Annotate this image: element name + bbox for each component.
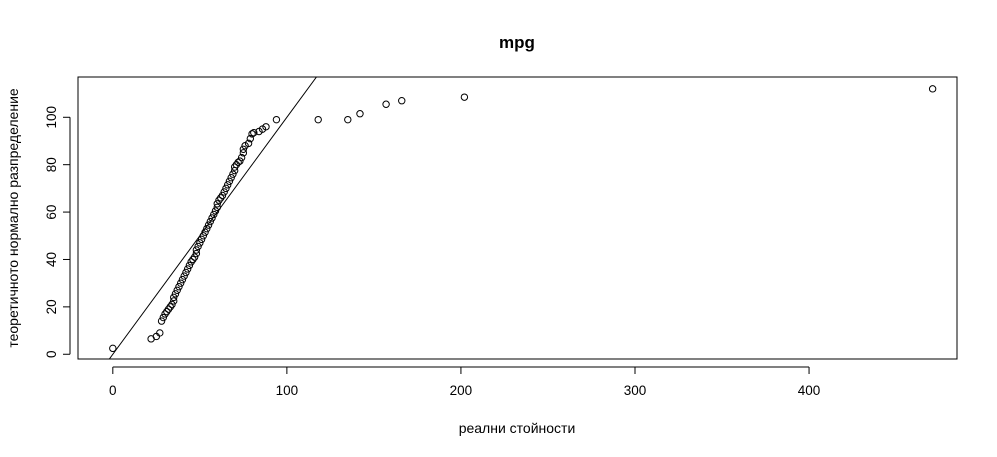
data-point xyxy=(109,344,117,353)
data-point xyxy=(314,115,322,124)
data-point xyxy=(344,115,352,124)
data-point xyxy=(194,242,202,251)
data-point xyxy=(168,300,176,309)
x-tick-label: 100 xyxy=(276,383,299,398)
data-point xyxy=(272,115,281,124)
data-point xyxy=(192,249,201,258)
x-axis-label: реални стойности xyxy=(459,420,576,436)
data-point xyxy=(199,232,208,240)
data-point xyxy=(222,184,230,193)
data-point xyxy=(164,305,173,313)
data-point xyxy=(171,290,180,298)
data-point xyxy=(246,134,255,143)
data-point xyxy=(220,188,228,196)
data-point xyxy=(227,174,235,182)
data-point xyxy=(213,203,221,212)
data-point xyxy=(170,297,178,305)
plot-frame xyxy=(77,76,958,360)
data-point xyxy=(189,255,197,264)
data-point xyxy=(230,163,239,171)
data-point xyxy=(180,272,188,280)
data-point xyxy=(187,258,195,266)
data-point xyxy=(234,158,242,167)
data-point xyxy=(166,303,174,311)
data-point xyxy=(178,275,187,284)
x-axis: 0 100 200 300 400 xyxy=(109,366,821,398)
data-point xyxy=(159,313,167,322)
data-point xyxy=(183,265,192,273)
data-point xyxy=(237,153,246,162)
data-point xyxy=(460,93,469,101)
data-point xyxy=(201,228,209,236)
y-axis: 0 20 40 60 80 100 xyxy=(44,106,71,359)
data-point xyxy=(398,96,406,105)
data-point xyxy=(928,85,937,93)
data-point xyxy=(152,332,161,341)
data-point xyxy=(163,307,171,316)
data-point xyxy=(211,207,220,215)
data-point xyxy=(157,317,166,325)
y-tick-label: 0 xyxy=(44,351,59,359)
points-layer xyxy=(109,85,937,353)
data-point xyxy=(173,286,181,294)
data-point xyxy=(196,239,204,247)
data-point xyxy=(213,200,221,208)
data-point xyxy=(190,253,199,261)
data-point xyxy=(182,268,190,277)
data-point xyxy=(170,293,178,302)
data-point xyxy=(161,310,169,318)
chart-title: mpg xyxy=(499,33,535,52)
x-tick-label: 400 xyxy=(798,383,821,398)
data-point xyxy=(210,210,218,219)
y-tick-label: 100 xyxy=(44,106,59,129)
data-point xyxy=(262,123,270,131)
data-point xyxy=(204,221,213,229)
data-point xyxy=(239,145,248,153)
y-tick-label: 60 xyxy=(44,205,59,220)
data-point xyxy=(244,139,253,148)
data-point xyxy=(197,235,206,244)
data-point xyxy=(382,100,390,108)
data-point xyxy=(225,177,234,185)
data-point xyxy=(239,149,248,157)
data-point xyxy=(229,170,237,178)
data-point xyxy=(218,191,227,200)
data-point xyxy=(236,157,244,165)
data-point xyxy=(156,329,164,337)
data-point xyxy=(203,224,211,233)
data-point xyxy=(356,110,364,118)
data-point xyxy=(208,214,216,222)
x-tick-label: 0 xyxy=(109,383,117,398)
data-point xyxy=(206,217,214,226)
data-point xyxy=(192,246,201,254)
data-point xyxy=(248,130,256,138)
y-tick-label: 20 xyxy=(44,299,59,314)
data-point xyxy=(217,194,225,202)
y-axis-label: теоретичното нормално разпределение xyxy=(5,88,21,348)
data-point xyxy=(176,279,185,287)
data-point xyxy=(215,196,223,204)
data-point xyxy=(175,283,183,291)
data-point xyxy=(185,261,194,270)
data-point xyxy=(223,181,232,189)
y-tick-label: 80 xyxy=(44,157,59,172)
x-tick-label: 200 xyxy=(450,383,473,398)
x-tick-label: 300 xyxy=(624,383,647,398)
data-point xyxy=(250,128,258,137)
y-tick-label: 40 xyxy=(44,252,59,267)
